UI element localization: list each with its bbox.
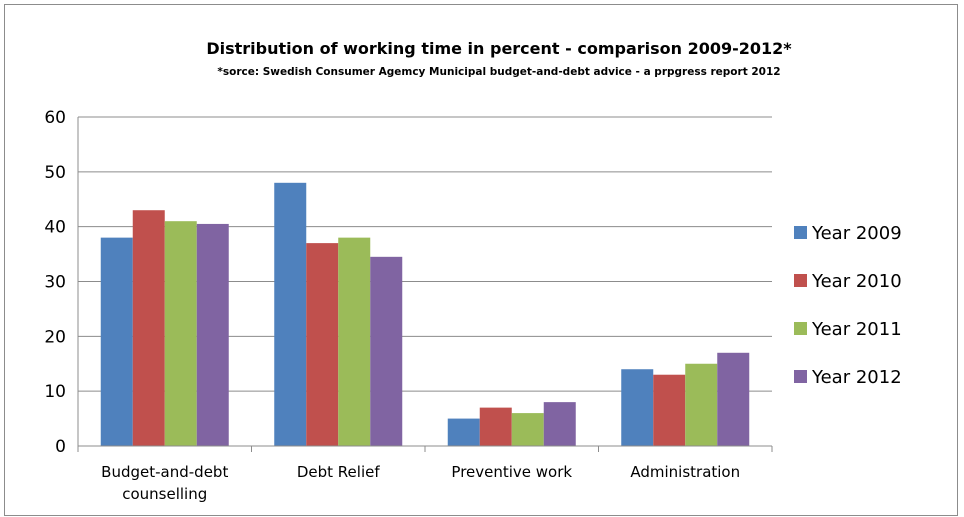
bar	[370, 256, 403, 446]
bar	[100, 237, 133, 446]
y-tick-label: 40	[44, 218, 66, 238]
bar	[653, 374, 686, 446]
bar	[274, 182, 307, 447]
y-axis-ticks: 0 10 20 30 40 50 60	[44, 108, 66, 457]
legend-swatch	[794, 322, 807, 335]
legend-label: Year 2011	[811, 319, 902, 340]
bar	[338, 237, 371, 446]
bar	[164, 221, 197, 446]
legend-label: Year 2012	[811, 367, 902, 388]
y-tick-label: 0	[55, 437, 66, 457]
legend-swatch	[794, 370, 807, 383]
x-axis-ticks: Budget-and-debt counselling Debt Relief Pre…	[101, 463, 740, 503]
x-tick-label: Preventive work	[451, 463, 572, 481]
y-tick-label: 20	[44, 327, 66, 347]
y-tick-label: 50	[44, 163, 66, 183]
legend-label: Year 2009	[811, 223, 902, 244]
bar	[511, 413, 544, 446]
y-tick-label: 60	[44, 108, 66, 128]
chart-title: Distribution of working time in percent …	[206, 39, 792, 58]
x-tick-label: Administration	[630, 463, 740, 481]
bar	[196, 223, 229, 446]
legend: Year 2009 Year 2010 Year 2011 Year 2012	[794, 223, 902, 388]
bar	[479, 407, 512, 446]
x-tick-label: Budget-and-debt	[101, 463, 228, 481]
bars	[100, 182, 750, 447]
bar	[132, 210, 165, 446]
x-tick-label: Debt Relief	[297, 463, 380, 481]
bar-chart: Distribution of working time in percent …	[44, 39, 902, 503]
y-tick-label: 10	[44, 382, 66, 402]
x-tick-label: counselling	[122, 485, 207, 503]
chart-subtitle: *sorce: Swedish Consumer Agemcy Municipa…	[217, 66, 780, 78]
legend-swatch	[794, 226, 807, 239]
legend-swatch	[794, 274, 807, 287]
legend-label: Year 2010	[811, 271, 902, 292]
bar	[306, 243, 339, 446]
chart-frame: Distribution of working time in percent …	[4, 4, 958, 516]
y-tick-label: 30	[44, 273, 66, 293]
bar	[447, 418, 480, 446]
bar	[621, 369, 654, 446]
bar	[543, 402, 576, 446]
x-axis	[77, 117, 773, 452]
bar	[685, 363, 718, 446]
bar	[717, 352, 750, 446]
